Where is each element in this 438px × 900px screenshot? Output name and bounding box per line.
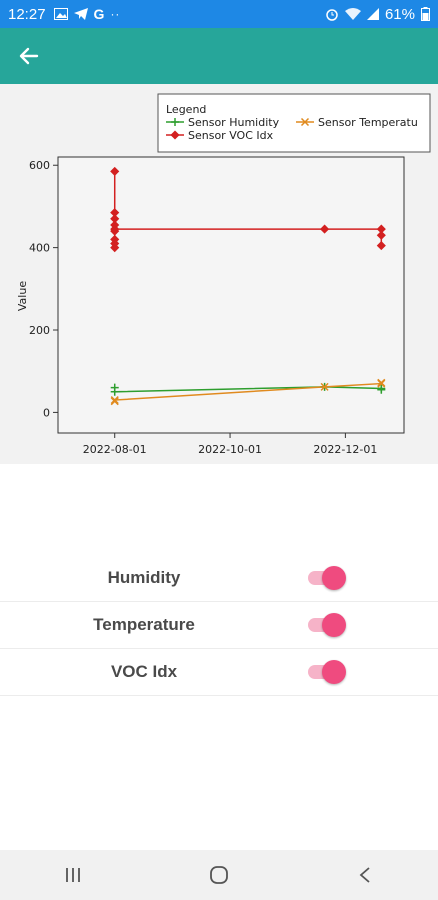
back-icon <box>359 867 370 883</box>
status-bar: 12:27 G ·· 61% <box>0 0 438 28</box>
wifi-icon <box>344 8 361 20</box>
home-button[interactable] <box>189 855 249 895</box>
data-point <box>110 387 119 396</box>
toggle-row-humidity: Humidity <box>0 555 438 602</box>
recent-apps-button[interactable] <box>43 855 103 895</box>
data-point <box>320 382 329 391</box>
legend-label: Sensor Temperatu <box>318 116 418 129</box>
toggle-row-voc: VOC Idx <box>0 649 438 696</box>
recent-apps-icon <box>66 868 80 882</box>
google-icon: G <box>93 6 105 22</box>
arrow-left-icon <box>19 47 39 65</box>
y-tick-label: 400 <box>29 242 50 255</box>
battery-icon <box>421 7 430 21</box>
back-button[interactable] <box>14 41 44 71</box>
legend-title: Legend <box>166 103 206 116</box>
legend-label: Sensor VOC Idx <box>188 129 274 142</box>
legend-entry: Sensor Temperatu <box>296 116 418 129</box>
app-bar <box>0 28 438 84</box>
humidity-switch[interactable] <box>308 566 346 590</box>
data-point <box>300 117 310 127</box>
legend-entry: Sensor VOC Idx <box>166 129 274 142</box>
x-tick-label: 2022-12-01 <box>313 443 377 456</box>
toggle-row-temperature: Temperature <box>0 602 438 649</box>
data-point <box>376 230 386 240</box>
alarm-icon <box>326 9 338 21</box>
switch-knob <box>322 613 346 637</box>
sensor-chart: Legend Sensor Humidity Sensor Temperatu Se… <box>16 93 431 456</box>
y-tick-label: 600 <box>29 159 50 172</box>
data-point <box>110 243 120 253</box>
y-axis-label: Value <box>16 281 29 311</box>
switch-knob <box>322 566 346 590</box>
series-2 <box>110 166 386 253</box>
chart-area: Legend Sensor Humidity Sensor Temperatu Se… <box>0 84 438 464</box>
data-point <box>376 241 386 251</box>
more-dots-icon: ·· <box>110 7 121 21</box>
y-tick-label: 0 <box>43 406 50 419</box>
voc-switch[interactable] <box>308 660 346 684</box>
x-tick-label: 2022-08-01 <box>83 443 147 456</box>
y-tick-label: 200 <box>29 324 50 337</box>
nav-back-button[interactable] <box>335 855 395 895</box>
signal-icon <box>366 8 379 20</box>
x-tick-label: 2022-10-01 <box>198 443 262 456</box>
data-point <box>110 166 120 176</box>
temperature-switch[interactable] <box>308 613 346 637</box>
data-point <box>110 224 120 234</box>
data-point <box>377 385 386 394</box>
data-point <box>171 118 179 126</box>
image-icon <box>53 8 68 20</box>
toggle-label-voc: VOC Idx <box>110 662 178 681</box>
series-1 <box>110 378 386 406</box>
toggle-label-humidity: Humidity <box>107 568 181 587</box>
home-icon <box>210 866 228 884</box>
legend-entry: Sensor Humidity <box>166 116 280 129</box>
system-nav-bar <box>0 850 438 900</box>
chart-legend: Legend Sensor Humidity Sensor Temperatu Se… <box>157 93 431 153</box>
plot-frame <box>57 156 405 434</box>
data-point <box>320 224 330 234</box>
battery-percent: 61% <box>384 5 415 23</box>
telegram-icon <box>73 8 88 20</box>
toggle-label-temperature: Temperature <box>93 615 195 634</box>
switch-knob <box>322 660 346 684</box>
data-point <box>110 396 119 405</box>
legend-label: Sensor Humidity <box>188 116 280 129</box>
data-point <box>377 378 386 387</box>
data-point <box>110 397 119 406</box>
sensor-toggle-list: Humidity Temperature VOC Idx <box>0 555 438 696</box>
data-point <box>170 130 180 140</box>
status-time: 12:27 <box>8 5 46 23</box>
